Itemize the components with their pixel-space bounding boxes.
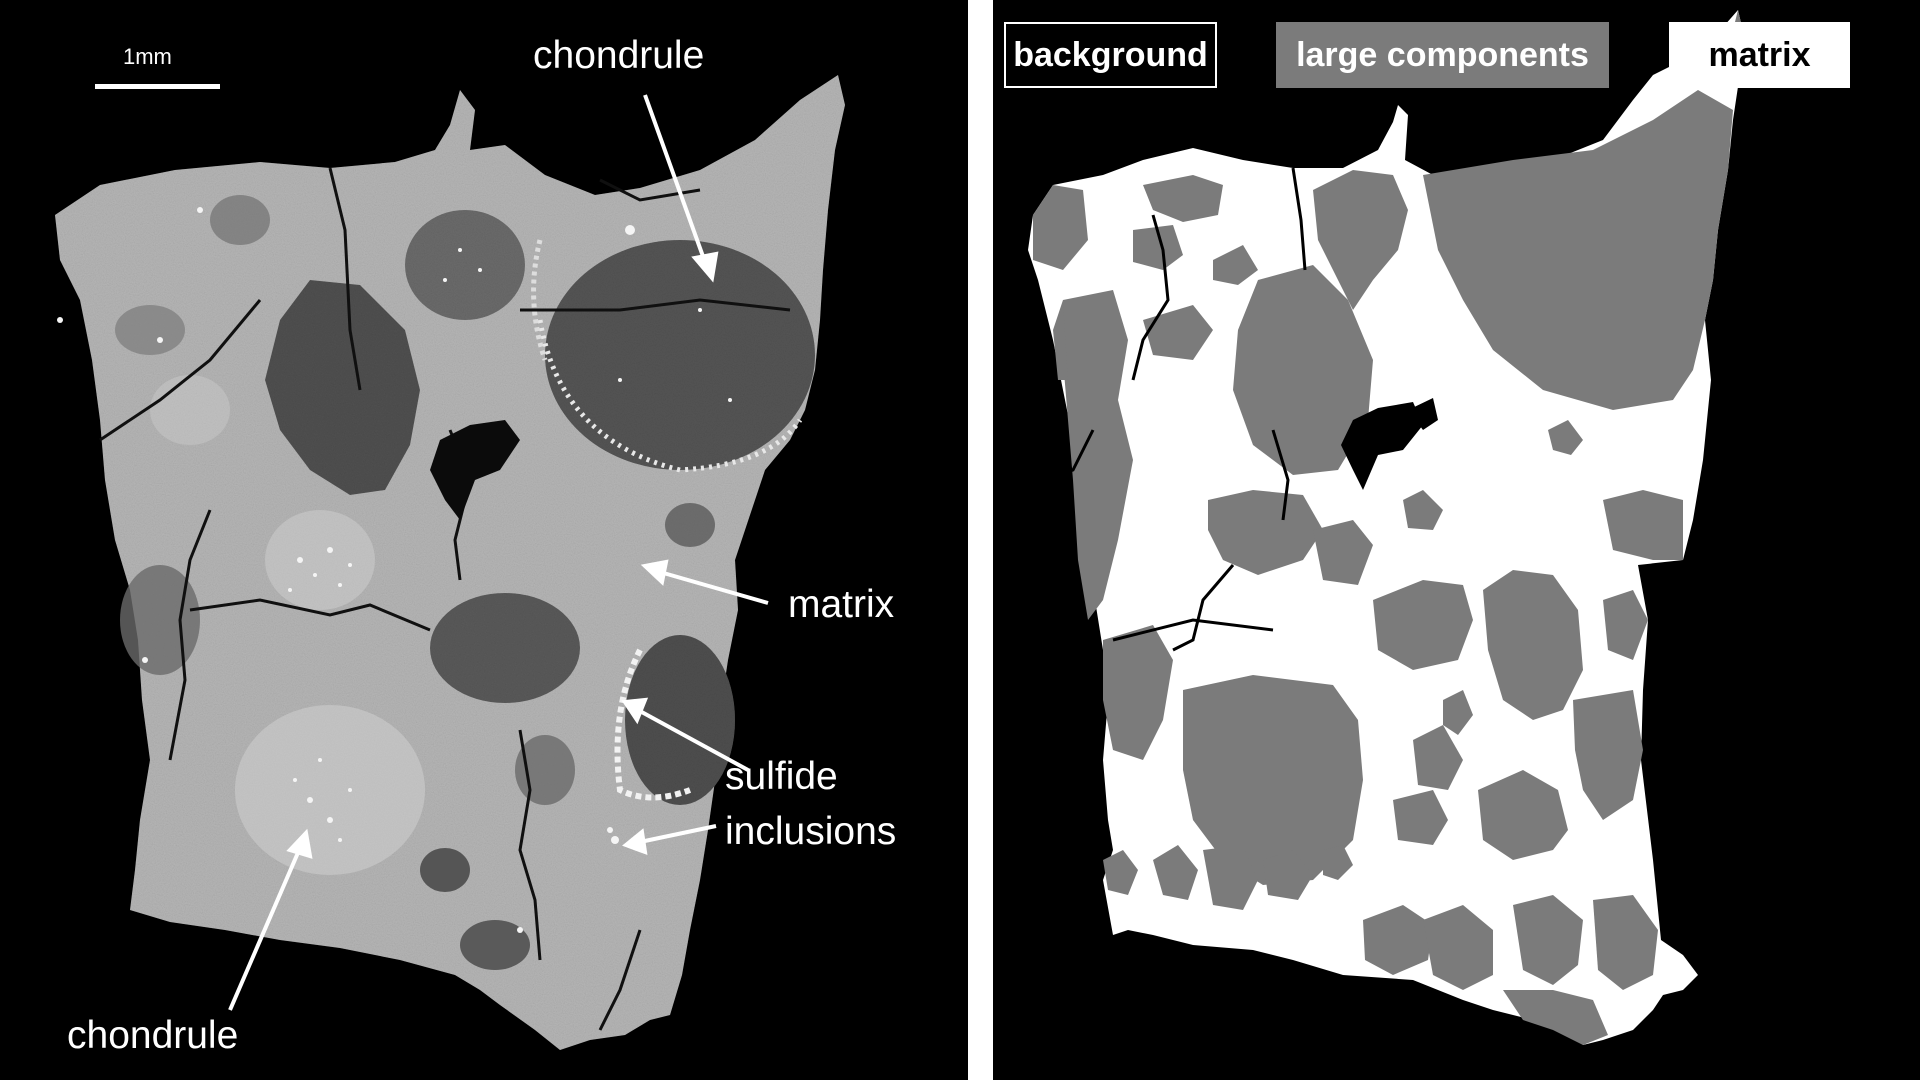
ct-scan-image (55, 75, 845, 1050)
scale-bar (95, 84, 220, 89)
label-chondrule-bottom: chondrule (67, 1014, 239, 1057)
segment-large-components (1033, 10, 1745, 1045)
label-sulfide: sulfide (725, 755, 838, 798)
legend-matrix: matrix (1669, 22, 1850, 88)
legend-large-components: large components (1276, 22, 1609, 88)
segmentation-panel: background large components matrix (993, 0, 1920, 1080)
chondrule-large-top-right (545, 240, 815, 470)
label-matrix: matrix (788, 583, 895, 626)
segmentation-image (1028, 10, 1745, 1045)
chondrule-elongate (265, 280, 420, 495)
label-chondrule-top: chondrule (533, 34, 705, 77)
legend-background: background (1004, 22, 1217, 88)
label-inclusions: inclusions (725, 810, 897, 853)
scale-bar-label: 1mm (123, 44, 172, 69)
ct-scan-panel: 1mm chondrule matrix sulfide inclusions … (0, 0, 968, 1080)
